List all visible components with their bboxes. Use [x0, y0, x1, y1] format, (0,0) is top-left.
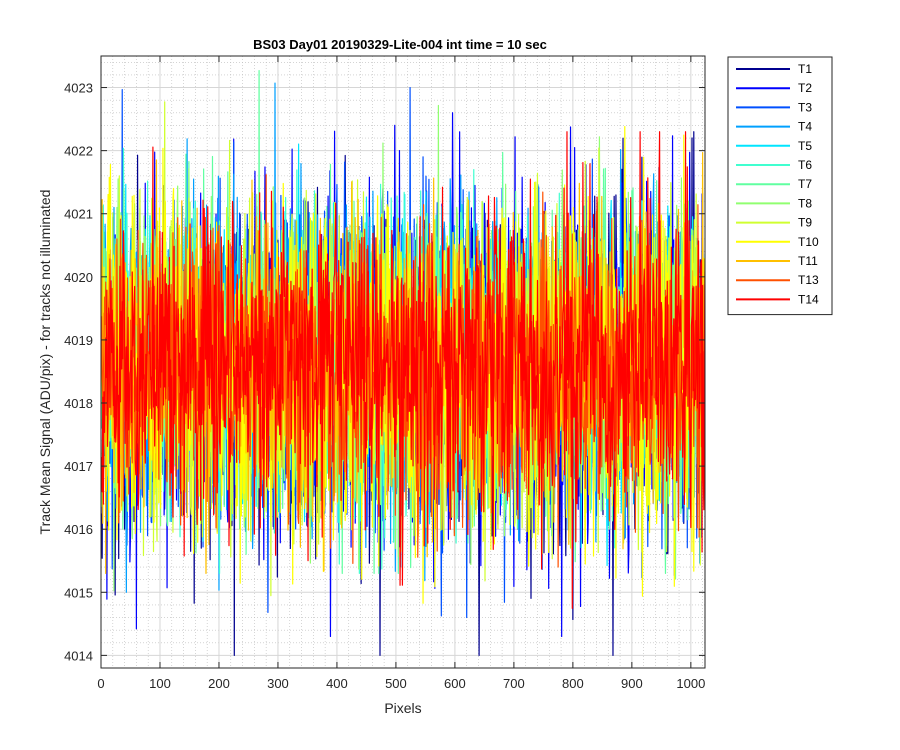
y-tick-label: 4021 — [64, 207, 93, 222]
legend-label-t14: T14 — [798, 292, 819, 306]
x-tick-label: 800 — [562, 676, 584, 691]
x-tick-label: 700 — [503, 676, 525, 691]
legend-label-t2: T2 — [798, 81, 812, 95]
legend-box — [727, 56, 833, 316]
x-tick-label: 200 — [208, 676, 230, 691]
y-tick-label: 4019 — [64, 333, 93, 348]
axes: 0 100 200 300 400 500 600 700 800 900 1000 4014 4015… — [64, 55, 706, 691]
y-tick-label: 4018 — [64, 396, 93, 411]
legend-label-t10: T10 — [798, 235, 819, 249]
series-line-t14 — [101, 131, 705, 609]
x-tick-label: 600 — [444, 676, 466, 691]
legend-label-t13: T13 — [798, 273, 819, 287]
legend-label-t7: T7 — [798, 177, 812, 191]
legend-label-t5: T5 — [798, 139, 812, 153]
legend-label-t8: T8 — [798, 196, 812, 210]
x-tick-label: 0 — [97, 676, 104, 691]
legend-label-t11: T11 — [798, 254, 818, 268]
legend-label-t3: T3 — [798, 100, 812, 114]
x-tick-label: 900 — [621, 676, 643, 691]
legend-label-t9: T9 — [798, 216, 812, 230]
legend-label-t1: T1 — [798, 62, 812, 76]
y-tick-label: 4016 — [64, 522, 93, 537]
y-tick-label: 4023 — [64, 81, 93, 96]
x-tick-label: 400 — [326, 676, 348, 691]
legend: T1 T2 T3 T4 T5 T6 T7 T8 T9 T10 T11 T13 T14 — [727, 56, 833, 316]
x-tick-label: 100 — [149, 676, 171, 691]
y-tick-label: 4015 — [64, 585, 93, 600]
x-tick-label: 300 — [267, 676, 289, 691]
x-tick-label: 500 — [385, 676, 407, 691]
y-axis-label: Track Mean Signal (ADU/pix) - for tracks… — [37, 190, 53, 535]
plot-area — [100, 56, 705, 669]
legend-label-t4: T4 — [798, 120, 812, 134]
chart-title: BS03 Day01 20190329-Lite-004 int time = … — [253, 37, 547, 52]
x-axis-label: Pixels — [384, 700, 421, 716]
axes-box — [100, 55, 706, 669]
x-tick-label: 1000 — [676, 676, 705, 691]
y-tick-label: 4022 — [64, 144, 93, 159]
y-tick-label: 4020 — [64, 270, 93, 285]
y-tick-label: 4017 — [64, 459, 93, 474]
legend-label-t6: T6 — [798, 158, 812, 172]
y-tick-label: 4014 — [64, 648, 93, 663]
